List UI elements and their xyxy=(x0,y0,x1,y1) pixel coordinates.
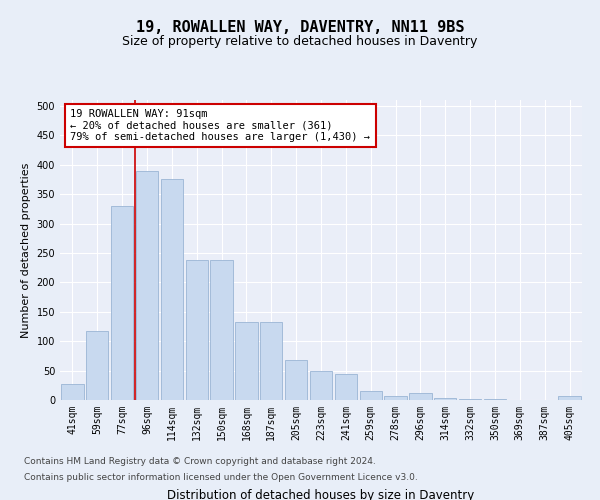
Bar xyxy=(211,260,233,400)
Bar xyxy=(409,393,431,400)
Bar xyxy=(260,322,283,400)
X-axis label: Distribution of detached houses by size in Daventry: Distribution of detached houses by size … xyxy=(167,488,475,500)
Bar xyxy=(235,322,257,400)
Bar xyxy=(434,398,457,400)
Bar xyxy=(559,396,581,400)
Text: Contains public sector information licensed under the Open Government Licence v3: Contains public sector information licen… xyxy=(24,472,418,482)
Bar xyxy=(86,330,109,400)
Bar xyxy=(161,180,183,400)
Text: Contains HM Land Registry data © Crown copyright and database right 2024.: Contains HM Land Registry data © Crown c… xyxy=(24,458,376,466)
Bar xyxy=(359,391,382,400)
Bar xyxy=(385,396,407,400)
Y-axis label: Number of detached properties: Number of detached properties xyxy=(21,162,31,338)
Text: Size of property relative to detached houses in Daventry: Size of property relative to detached ho… xyxy=(122,35,478,48)
Bar xyxy=(136,170,158,400)
Bar xyxy=(61,384,83,400)
Text: 19, ROWALLEN WAY, DAVENTRY, NN11 9BS: 19, ROWALLEN WAY, DAVENTRY, NN11 9BS xyxy=(136,20,464,35)
Bar xyxy=(335,374,357,400)
Bar xyxy=(310,370,332,400)
Bar xyxy=(111,206,133,400)
Bar xyxy=(285,360,307,400)
Text: 19 ROWALLEN WAY: 91sqm
← 20% of detached houses are smaller (361)
79% of semi-de: 19 ROWALLEN WAY: 91sqm ← 20% of detached… xyxy=(70,109,370,142)
Bar xyxy=(185,260,208,400)
